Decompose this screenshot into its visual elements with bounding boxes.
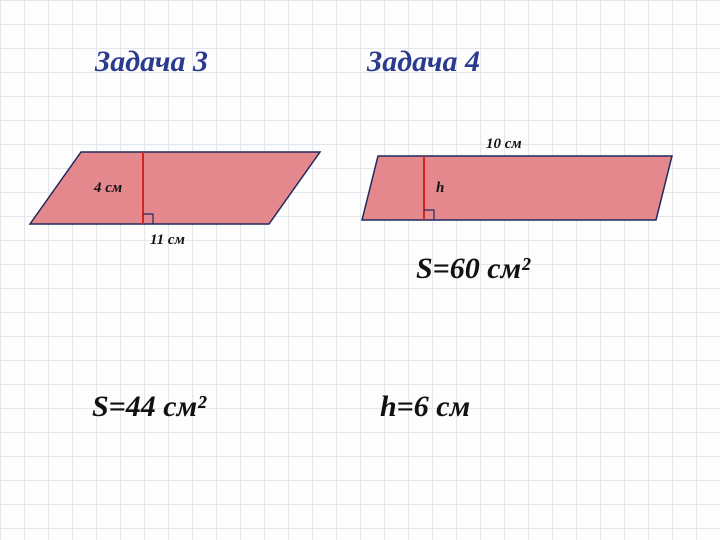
problem3-base-label: 11 см [150,232,185,249]
problem3-parallelogram [30,152,320,224]
problem3-title: Задача 3 [95,45,208,79]
problem4-fill [362,156,672,220]
problem4-top-label: 10 см [486,136,522,153]
problem4-parallelogram [362,156,672,220]
problem4-height-label: h [436,180,444,197]
problem3-answer: S=44 см² [92,390,206,424]
graph-paper-background [0,0,720,540]
problem4-given: S=60 см² [416,252,530,286]
problem3-height-label: 4 см [94,180,122,197]
problem4-title: Задача 4 [367,45,480,79]
problem4-answer: h=6 см [380,390,470,424]
problem3-fill [30,152,320,224]
